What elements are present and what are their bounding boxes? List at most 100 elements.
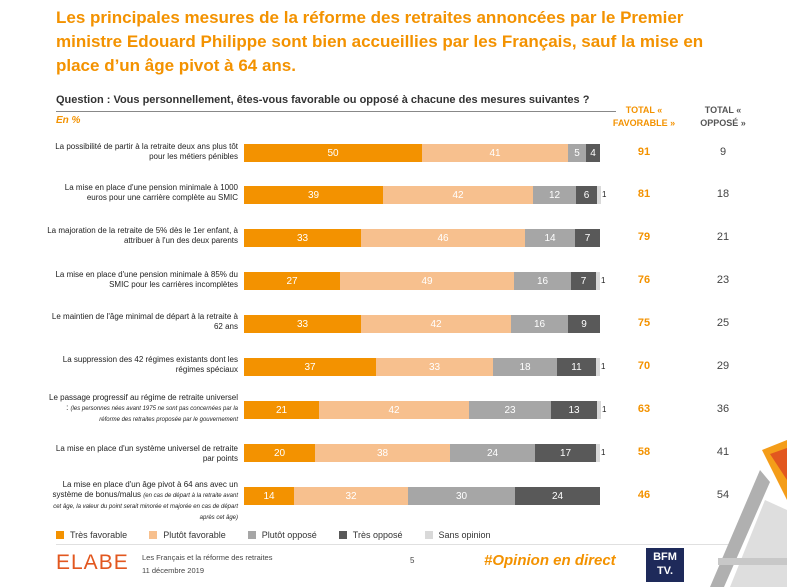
legend-item: Très opposé <box>338 530 403 540</box>
bar-segment: 50 <box>244 144 422 162</box>
legend-swatch <box>149 531 158 539</box>
bfmtv-logo: BFM TV. <box>646 548 684 582</box>
bar-segment: 42 <box>383 186 533 204</box>
bar-segment: 11 <box>557 358 596 376</box>
unit-label: En % <box>56 115 81 126</box>
bar-row: 37 33 18 11 <box>244 358 600 376</box>
legend-swatch <box>338 531 347 539</box>
bar-segment: 32 <box>294 487 408 505</box>
total-oppose-value: 29 <box>716 360 730 372</box>
sans-opinion-value: 1 <box>602 405 607 414</box>
bar-segment: 9 <box>568 315 600 333</box>
bar-segment: 18 <box>493 358 557 376</box>
legend-label: Plutôt favorable <box>163 530 226 540</box>
bar-segment <box>596 444 600 462</box>
bar-segment: 41 <box>422 144 568 162</box>
bar-segment: 33 <box>244 229 361 247</box>
chart-legend: Très favorable Plutôt favorable Plutôt o… <box>56 530 513 540</box>
bar-row: 50 41 5 4 <box>244 144 600 162</box>
footer-divider <box>56 544 736 545</box>
total-favorable-value: 79 <box>637 231 651 243</box>
bar-segment: 14 <box>244 487 294 505</box>
legend-swatch <box>56 531 64 539</box>
bar-segment: 24 <box>450 444 535 462</box>
category-label: La mise en place d'une pension minimale … <box>64 183 238 202</box>
bar-segment: 23 <box>469 401 551 419</box>
bar-segment: 42 <box>319 401 469 419</box>
bar-segment <box>596 272 600 290</box>
bar-segment: 33 <box>244 315 361 333</box>
bar-segment: 21 <box>244 401 319 419</box>
bar-segment: 27 <box>244 272 340 290</box>
hashtag-label: #Opinion en direct <box>484 552 616 569</box>
bar-segment <box>596 358 600 376</box>
legend-item: Sans opinion <box>424 530 491 540</box>
bar-segment: 6 <box>576 186 597 204</box>
total-oppose-value: 23 <box>716 274 730 286</box>
category-label: Le maintien de l'âge minimal de départ à… <box>51 312 238 331</box>
bar-segment: 49 <box>340 272 514 290</box>
total-oppose-value: 41 <box>716 446 730 458</box>
bar-segment: 13 <box>551 401 597 419</box>
category-label: La majoration de la retraite de 5% dès l… <box>47 226 238 245</box>
category-label: La suppression des 42 régimes existants … <box>62 355 238 374</box>
total-favorable-header: TOTAL « FAVORABLE » <box>612 105 676 128</box>
legend-label: Très favorable <box>70 530 128 540</box>
legend-label: Plutôt opposé <box>261 530 317 540</box>
category-label: La mise en place d'un âge pivot à 64 ans… <box>52 480 238 521</box>
legend-swatch <box>424 531 433 539</box>
category-label: Le passage progressif au régime de retra… <box>49 393 238 423</box>
legend-item: Plutôt favorable <box>149 530 226 540</box>
bfm-logo-line-1: BFM <box>653 551 677 563</box>
bar-segment: 7 <box>571 272 596 290</box>
total-oppose-value: 18 <box>716 188 730 200</box>
bar-row: 21 42 23 13 <box>244 401 601 419</box>
bar-segment <box>597 401 601 419</box>
survey-question: Question : Vous personnellement, êtes-vo… <box>56 94 590 106</box>
total-oppose-value: 9 <box>719 146 727 158</box>
legend-item: Plutôt opposé <box>247 530 317 540</box>
bar-row: 33 42 16 9 <box>244 315 600 333</box>
total-favorable-value: 81 <box>637 188 651 200</box>
bar-segment: 38 <box>315 444 450 462</box>
page-title: Les principales mesures de la réforme de… <box>56 8 704 75</box>
source-note: Les Français et la réforme des retraites… <box>142 551 272 577</box>
bar-row: 33 46 14 7 <box>244 229 600 247</box>
bar-segment: 14 <box>525 229 575 247</box>
total-favorable-value: 58 <box>637 446 651 458</box>
legend-item: Très favorable <box>56 530 127 540</box>
bar-row: 27 49 16 7 <box>244 272 600 290</box>
total-favorable-value: 91 <box>637 146 651 158</box>
sans-opinion-value: 1 <box>601 362 606 371</box>
decorative-a-logo-icon <box>710 440 787 587</box>
sans-opinion-value: 1 <box>601 276 606 285</box>
total-favorable-value: 63 <box>637 403 651 415</box>
category-label: La mise en place d'une pension minimale … <box>55 270 238 289</box>
legend-label: Sans opinion <box>438 530 491 540</box>
total-oppose-value: 36 <box>716 403 730 415</box>
sans-opinion-value: 1 <box>601 448 606 457</box>
bar-segment: 37 <box>244 358 376 376</box>
total-favorable-value: 70 <box>637 360 651 372</box>
bar-row: 20 38 24 17 <box>244 444 600 462</box>
bar-segment: 17 <box>535 444 596 462</box>
bar-segment: 30 <box>408 487 515 505</box>
bar-segment: 12 <box>533 186 576 204</box>
bar-segment <box>597 186 601 204</box>
legend-label: Très opposé <box>352 530 403 540</box>
bar-segment: 20 <box>244 444 315 462</box>
total-favorable-value: 75 <box>637 317 651 329</box>
bar-row: 14 32 30 24 <box>244 487 600 505</box>
source-line-1: Les Français et la réforme des retraites <box>142 553 273 562</box>
total-oppose-value: 54 <box>716 489 730 501</box>
page-number: 5 <box>410 556 415 565</box>
total-favorable-value: 76 <box>637 274 651 286</box>
total-favorable-value: 46 <box>637 489 651 501</box>
bar-segment: 42 <box>361 315 511 333</box>
bar-segment: 46 <box>361 229 525 247</box>
question-divider <box>56 111 616 112</box>
category-label: La possibilité de partir à la retraite d… <box>55 142 238 161</box>
elabe-logo: ELABE <box>56 551 129 574</box>
total-oppose-value: 21 <box>716 231 730 243</box>
total-oppose-value: 25 <box>716 317 730 329</box>
